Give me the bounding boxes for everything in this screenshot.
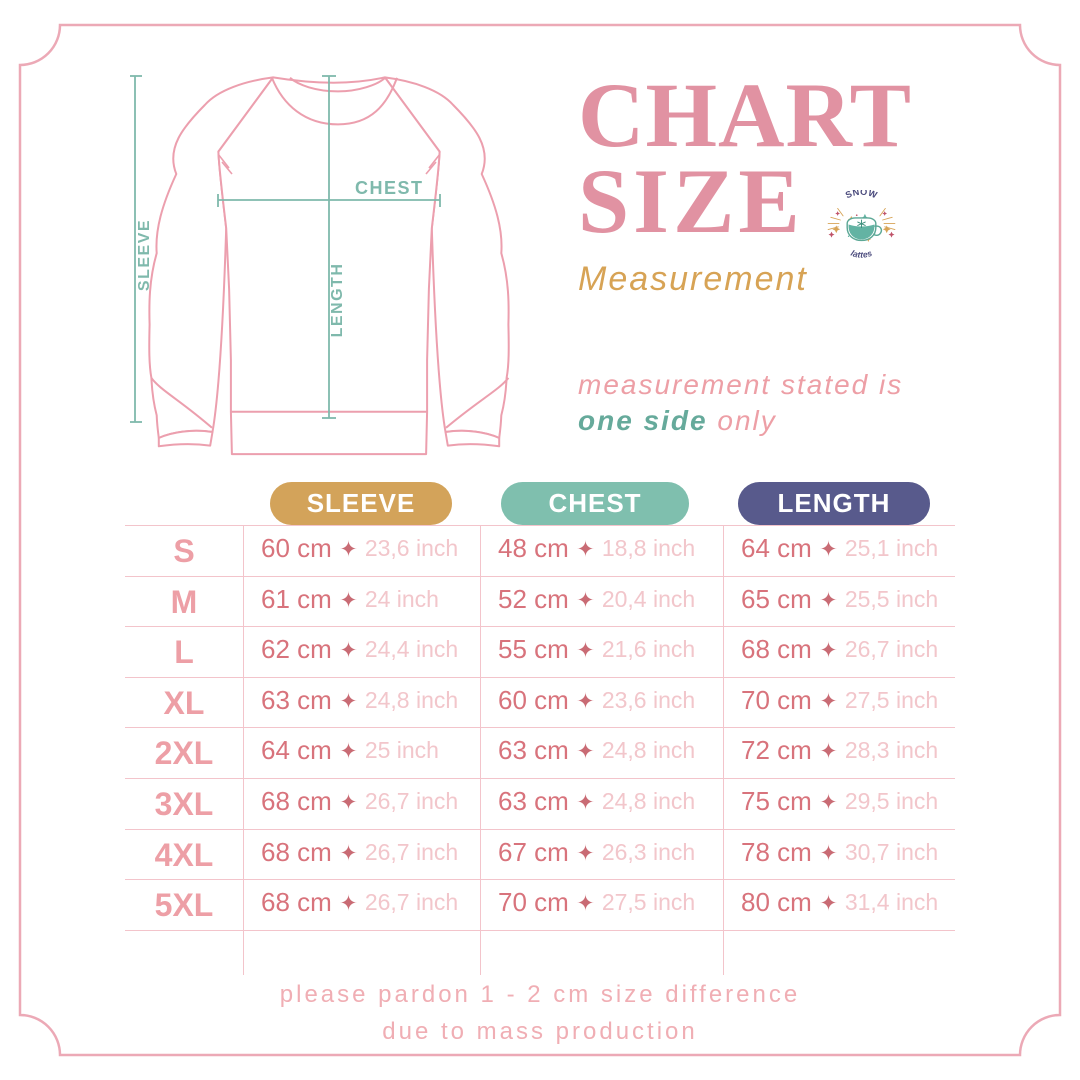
svg-text:SNOW: SNOW [844,190,879,200]
svg-text:CHEST: CHEST [355,178,424,198]
svg-text:SLEEVE: SLEEVE [136,219,153,291]
svg-text:lattes: lattes [849,248,873,260]
svg-text:LENGTH: LENGTH [329,263,346,338]
